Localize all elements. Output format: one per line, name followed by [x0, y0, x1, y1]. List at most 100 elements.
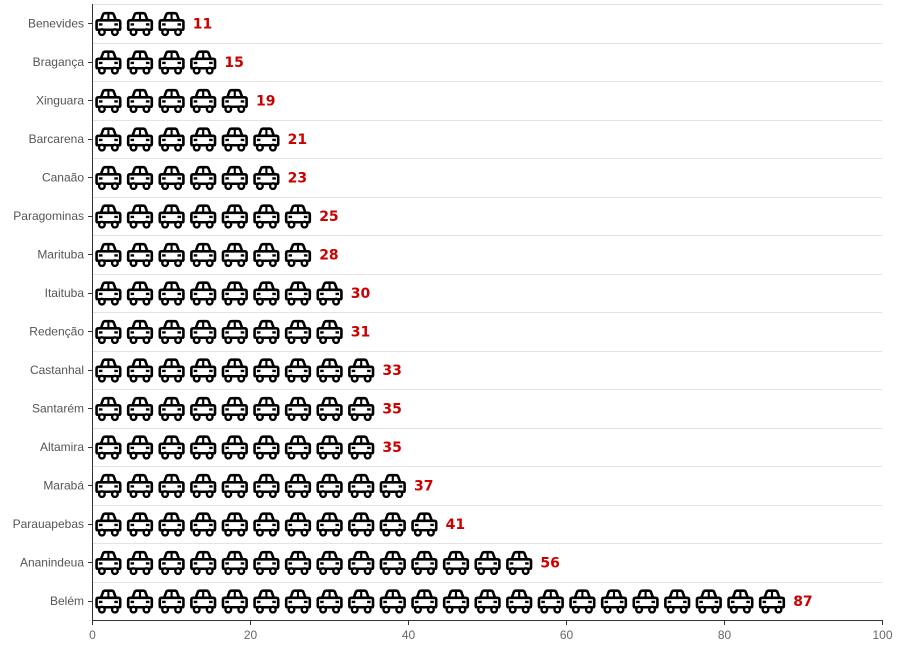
car-icon — [158, 589, 185, 614]
category-label: Xinguara — [36, 93, 84, 107]
car-icon — [190, 281, 217, 306]
car-icon — [253, 281, 280, 306]
car-icon — [727, 589, 754, 614]
data-label: 56 — [540, 555, 559, 571]
car-icon — [348, 396, 375, 422]
bar — [95, 435, 375, 460]
car-icon — [664, 589, 691, 614]
car-icon — [158, 396, 185, 422]
x-tick-label: 100 — [872, 628, 892, 642]
car-icon — [158, 550, 185, 576]
car-icon — [221, 281, 248, 306]
data-label: 87 — [793, 594, 812, 610]
car-icon — [95, 358, 122, 383]
bar — [95, 358, 375, 383]
car-icon — [190, 473, 217, 499]
bar — [95, 50, 217, 75]
car-icon — [190, 550, 217, 576]
car-icon — [316, 512, 343, 537]
car-icon — [126, 396, 154, 422]
x-axis: 0 20 40 60 80 100 — [88, 4, 893, 642]
car-icon — [190, 435, 217, 460]
category-label: Barcarena — [29, 132, 85, 146]
data-label: 23 — [288, 170, 307, 186]
car-icon — [158, 50, 185, 75]
car-icon — [348, 512, 375, 537]
car-icon — [190, 88, 217, 114]
car-icon — [379, 589, 406, 614]
category-label: Benevides — [28, 16, 84, 30]
car-icon — [221, 319, 248, 345]
bar — [95, 550, 533, 576]
bar — [95, 512, 438, 537]
car-icon — [253, 473, 280, 499]
car-icon — [284, 435, 312, 460]
car-icon — [537, 589, 564, 614]
category-label: Itaituba — [45, 286, 85, 300]
x-tick-label: 0 — [89, 628, 96, 642]
car-icon — [95, 11, 122, 37]
car-icon — [221, 435, 248, 460]
car-icon — [126, 88, 154, 114]
data-label: 35 — [382, 440, 401, 456]
car-icon — [95, 127, 122, 152]
car-icon — [190, 242, 217, 268]
car-icon — [348, 589, 375, 614]
car-icon — [190, 165, 217, 191]
car-icon — [190, 589, 217, 614]
car-icon — [221, 589, 248, 614]
car-icon — [348, 473, 375, 499]
car-icon — [284, 319, 312, 345]
car-icon — [158, 281, 185, 306]
category-label: Ananindeua — [20, 555, 84, 569]
car-icon — [316, 281, 343, 306]
car-icon — [253, 512, 280, 537]
bar — [95, 88, 248, 114]
car-icon — [95, 165, 122, 191]
car-icon — [158, 512, 185, 537]
car-icon — [126, 204, 154, 229]
car-icon — [158, 11, 185, 37]
car-icon — [316, 589, 343, 614]
car-icon — [474, 550, 501, 576]
car-icon — [253, 319, 280, 345]
car-icon — [126, 473, 154, 499]
car-icon — [284, 281, 312, 306]
car-icon — [126, 435, 154, 460]
car-icon — [95, 242, 122, 268]
car-icon — [379, 512, 406, 537]
car-icon — [158, 242, 185, 268]
car-icon — [95, 589, 122, 614]
car-icon — [126, 319, 154, 345]
category-label: Parauapebas — [13, 517, 84, 531]
car-icon — [221, 358, 248, 383]
car-icon — [221, 473, 248, 499]
car-icon — [95, 396, 122, 422]
car-icon — [158, 319, 185, 345]
x-tick-label: 80 — [718, 628, 732, 642]
car-icon — [126, 550, 154, 576]
car-icon — [190, 396, 217, 422]
car-icon — [158, 127, 185, 152]
car-icon — [348, 358, 375, 383]
data-label: 37 — [414, 478, 433, 494]
car-icon — [126, 11, 154, 37]
category-labels: Benevides Bragança Xinguara Barcarena Canaão… — [13, 16, 85, 608]
category-label: Altamira — [40, 440, 84, 454]
car-icon — [221, 242, 248, 268]
car-icon — [126, 281, 154, 306]
data-label: 25 — [319, 209, 338, 225]
bar — [95, 204, 312, 229]
car-icon — [284, 242, 312, 268]
car-icon — [253, 589, 280, 614]
car-icon — [284, 512, 312, 537]
bar — [95, 165, 280, 191]
bar — [95, 319, 343, 345]
car-icon — [126, 165, 154, 191]
data-label: 28 — [319, 247, 338, 263]
car-icon — [284, 550, 312, 576]
car-icon — [158, 435, 185, 460]
car-icon — [126, 589, 154, 614]
car-icon — [632, 589, 659, 614]
